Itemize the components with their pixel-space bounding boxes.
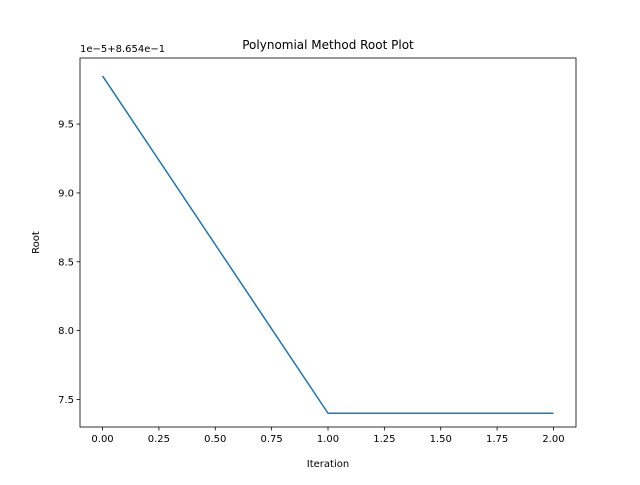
x-tick-label: 0.50	[204, 434, 226, 445]
y-tick-label: 7.5	[58, 395, 74, 406]
series-line-0	[101, 75, 554, 414]
y-tick-label: 9.5	[58, 120, 74, 131]
x-tick-label: 2.00	[542, 434, 564, 445]
x-tick-label: 1.25	[373, 434, 395, 445]
y-tick-label: 9.0	[58, 189, 74, 200]
x-tick-label: 0.25	[148, 434, 170, 445]
y-axis: 7.5 8.0 8.5 9.0 9.5	[58, 120, 80, 406]
x-tick-label: 1.75	[486, 434, 508, 445]
chart-title: Polynomial Method Root Plot	[242, 38, 414, 52]
x-axis: 0.00 0.25 0.50 0.75 1.00 1.25 1.50 1.75 2.00	[91, 427, 565, 445]
y-tick-label: 8.0	[58, 326, 74, 337]
y-tick-label: 8.5	[58, 257, 74, 268]
y-axis-offset-label: 1e−5+8.654e−1	[80, 44, 165, 55]
x-tick-label: 1.50	[430, 434, 452, 445]
x-tick-label: 1.00	[317, 434, 339, 445]
plot-area	[101, 75, 554, 414]
x-tick-label: 0.00	[91, 434, 113, 445]
x-axis-label: Iteration	[307, 459, 349, 470]
y-axis-label: Root	[31, 231, 42, 254]
x-tick-label: 0.75	[261, 434, 283, 445]
